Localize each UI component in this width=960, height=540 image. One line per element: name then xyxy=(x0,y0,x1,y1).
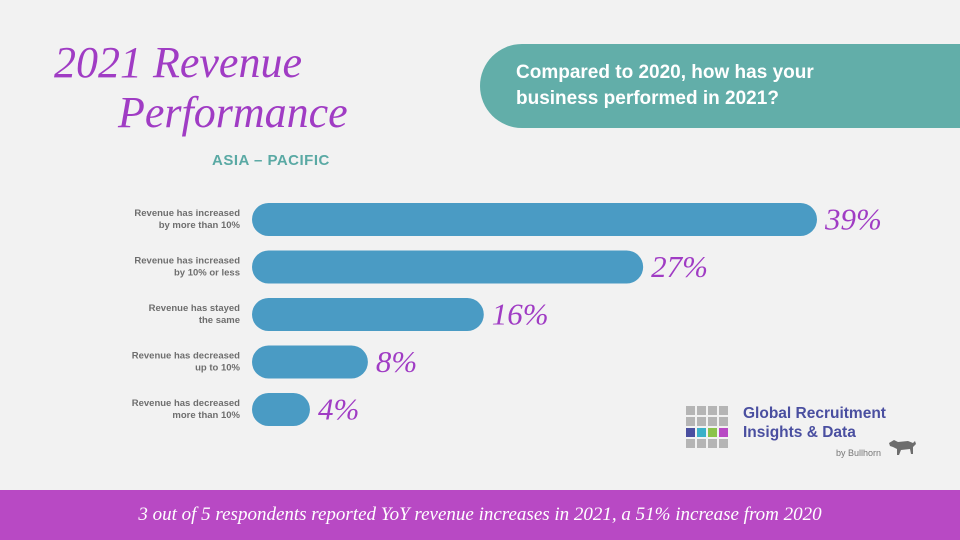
bar-value-label: 27% xyxy=(651,249,708,284)
category-label: Revenue has decreased more than 10% xyxy=(132,398,241,421)
brand-grid-icon xyxy=(686,406,728,448)
bar xyxy=(252,298,484,331)
revenue-bar-chart: 39% Revenue has increased by more than 10%… xyxy=(132,202,882,427)
chart-title-line1: 2021 Revenue xyxy=(54,38,302,87)
brand-logo: Global Recruitment Insights & Data by Bu… xyxy=(686,404,936,464)
bar-value-label: 39% xyxy=(824,202,882,237)
brand-name-line2: Insights & Data xyxy=(743,424,856,441)
chart-title-line2: Performance xyxy=(118,88,348,137)
bull-icon xyxy=(889,440,916,455)
category-label: Revenue has decreased up to 10% xyxy=(132,351,241,374)
bar xyxy=(252,203,817,236)
question-line1: Compared to 2020, how has your xyxy=(516,62,814,83)
bar xyxy=(252,393,310,426)
bar-value-label: 16% xyxy=(492,297,549,332)
footer-banner: 3 out of 5 respondents reported YoY reve… xyxy=(0,490,960,540)
region-label: ASIA – PACIFIC xyxy=(212,152,330,169)
bar-value-label: 8% xyxy=(376,344,417,379)
brand-name: Global Recruitment Insights & Data xyxy=(743,404,943,442)
bar xyxy=(252,345,368,379)
bar xyxy=(252,250,644,284)
question-banner: Compared to 2020, how has your business … xyxy=(480,44,960,128)
brand-name-line1: Global Recruitment xyxy=(743,405,886,422)
category-label: Revenue has increased by 10% or less xyxy=(134,256,240,279)
chart-title: 2021 Revenue Performance xyxy=(40,38,400,138)
question-line2: business performed in 2021? xyxy=(516,88,779,109)
bar-value-label: 4% xyxy=(318,392,359,427)
brand-by-label: by Bullhorn xyxy=(836,448,882,458)
category-label: Revenue has increased by more than 10% xyxy=(134,208,240,231)
category-label: Revenue has stayed the same xyxy=(149,303,241,326)
